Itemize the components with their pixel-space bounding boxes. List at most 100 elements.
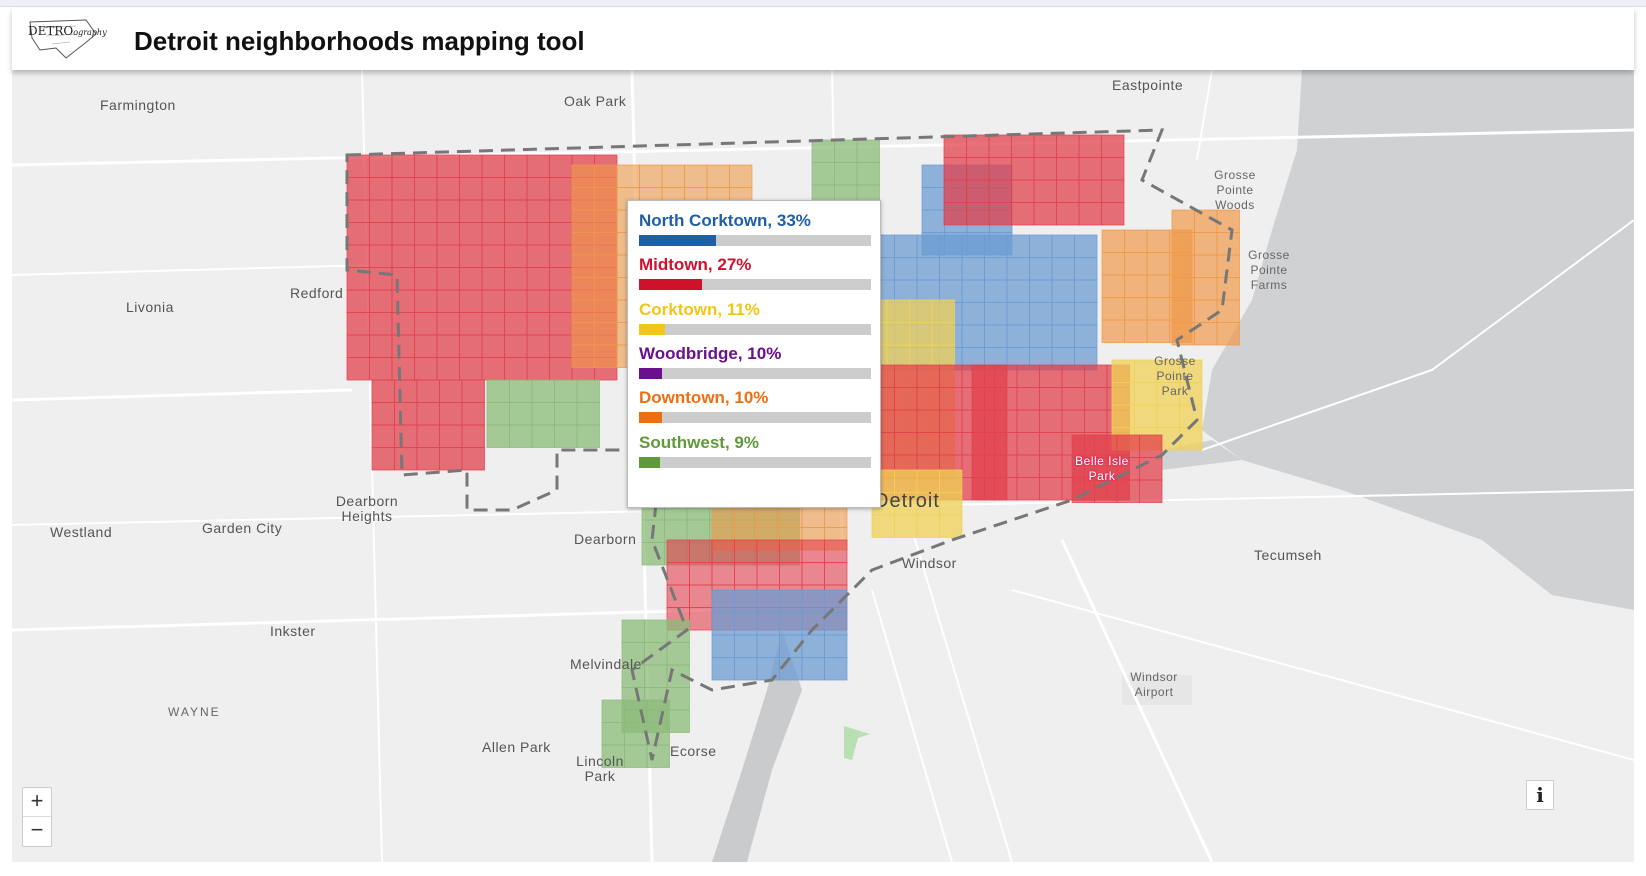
logo-map-outline-icon: [29, 19, 97, 59]
grid-cell: [711, 504, 735, 528]
grid-cell: [971, 454, 995, 478]
grid-cell: [779, 539, 803, 563]
grid-cell: [391, 199, 415, 223]
label-redford: Redford: [290, 285, 344, 301]
grid-cell: [909, 299, 933, 323]
grid-cell: [1061, 387, 1085, 411]
grid-cell: [824, 504, 848, 528]
zoom-in-button[interactable]: +: [23, 788, 51, 817]
grid-cell: [1033, 157, 1057, 181]
grid-cell: [984, 257, 1008, 281]
grid-cell: [1124, 297, 1148, 321]
grid-cell: [1084, 387, 1108, 411]
grid-cell: [509, 424, 533, 448]
grid-cell: [734, 562, 758, 586]
grid-cell: [459, 154, 483, 178]
grid-cell: [1056, 179, 1080, 203]
grid-cell: [988, 157, 1012, 181]
grid-cell: [554, 402, 578, 426]
grid-cell: [461, 379, 485, 403]
grid-cell: [1101, 252, 1125, 276]
grid-cell: [624, 722, 648, 746]
grid-cell: [894, 279, 918, 303]
grid-cell: [1124, 274, 1148, 298]
grid-cell: [594, 322, 618, 346]
popup-entry: North Corktown, 33%: [639, 211, 871, 246]
grid-cell: [571, 164, 595, 188]
label-grosse-pointe-farms: Grosse Pointe Farms: [1248, 248, 1290, 292]
grid-cell: [801, 504, 825, 528]
grid-cell: [1194, 299, 1218, 323]
grid-cell: [1016, 409, 1040, 433]
grid-cell: [436, 177, 460, 201]
label-dearborn-heights: Dearborn Heights: [335, 493, 399, 524]
grid-cell: [414, 154, 438, 178]
grid-cell: [971, 364, 995, 388]
grid-cell: [504, 357, 528, 381]
road-line: [12, 264, 373, 276]
grid-cell: [943, 179, 967, 203]
label-dearborn: Dearborn: [574, 531, 637, 547]
grid-cell: [1039, 364, 1063, 388]
grid-cell: [414, 177, 438, 201]
grid-cell: [961, 279, 985, 303]
grid-cell: [1124, 319, 1148, 343]
grid-cell: [1101, 297, 1125, 321]
grid-cell: [346, 199, 370, 223]
grid-cell: [549, 334, 573, 358]
label-livonia: Livonia: [126, 299, 174, 315]
grid-cell: [706, 164, 730, 188]
grid-cell: [439, 379, 463, 403]
grid-cell: [664, 519, 688, 543]
grid-cell: [1033, 179, 1057, 203]
label-windsor: Windsor: [902, 555, 957, 571]
grid-cell: [486, 424, 510, 448]
grid-cell: [909, 322, 933, 346]
grid-cell: [1101, 229, 1125, 253]
grid-cell: [966, 134, 990, 158]
grid-cell: [1011, 179, 1035, 203]
grid-cell: [391, 357, 415, 381]
grid-cell: [549, 154, 573, 178]
grid-cell: [509, 379, 533, 403]
grid-cell: [1016, 432, 1040, 456]
grid-cell: [921, 209, 945, 233]
label-tecumseh: Tecumseh: [1254, 547, 1322, 563]
grid-cell: [966, 157, 990, 181]
grid-cell: [346, 154, 370, 178]
grid-cell: [644, 664, 668, 688]
grid-cell: [984, 324, 1008, 348]
grid-cell: [711, 657, 735, 681]
grid-cell: [414, 334, 438, 358]
zoom-out-button[interactable]: −: [30, 817, 44, 842]
grid-cell: [346, 244, 370, 268]
grid-cell: [734, 634, 758, 658]
grid-cell: [486, 379, 510, 403]
grid-cell: [549, 177, 573, 201]
grid-cell: [1101, 157, 1125, 181]
grid-cell: [824, 539, 848, 563]
grid-cell: [436, 357, 460, 381]
grid-cell: [939, 409, 963, 433]
grid-cell: [414, 222, 438, 246]
grid-cell: [1146, 319, 1170, 343]
grid-cell: [894, 257, 918, 281]
info-button[interactable]: i: [1526, 780, 1554, 810]
grid-cell: [549, 222, 573, 246]
grid-cell: [526, 222, 550, 246]
grid-cell: [369, 154, 393, 178]
grid-cell: [571, 209, 595, 233]
map-canvas[interactable]: Farmington Oak Park Eastpointe Grosse Po…: [12, 70, 1634, 862]
grid-cell: [1074, 234, 1098, 258]
label-allen-park: Allen Park: [482, 739, 551, 755]
label-farmington: Farmington: [100, 97, 176, 113]
neighborhood-popup: North Corktown, 33% Midtown, 27% Corktown,…: [627, 200, 881, 508]
grid-cell: [779, 589, 803, 613]
popup-bar-fill: [639, 367, 663, 379]
label-ecorse: Ecorse: [670, 743, 717, 759]
grid-cell: [886, 344, 910, 368]
grid-cell: [689, 562, 713, 586]
grid-cell: [646, 699, 670, 723]
grid-cell: [1039, 454, 1063, 478]
grid-cell: [939, 257, 963, 281]
